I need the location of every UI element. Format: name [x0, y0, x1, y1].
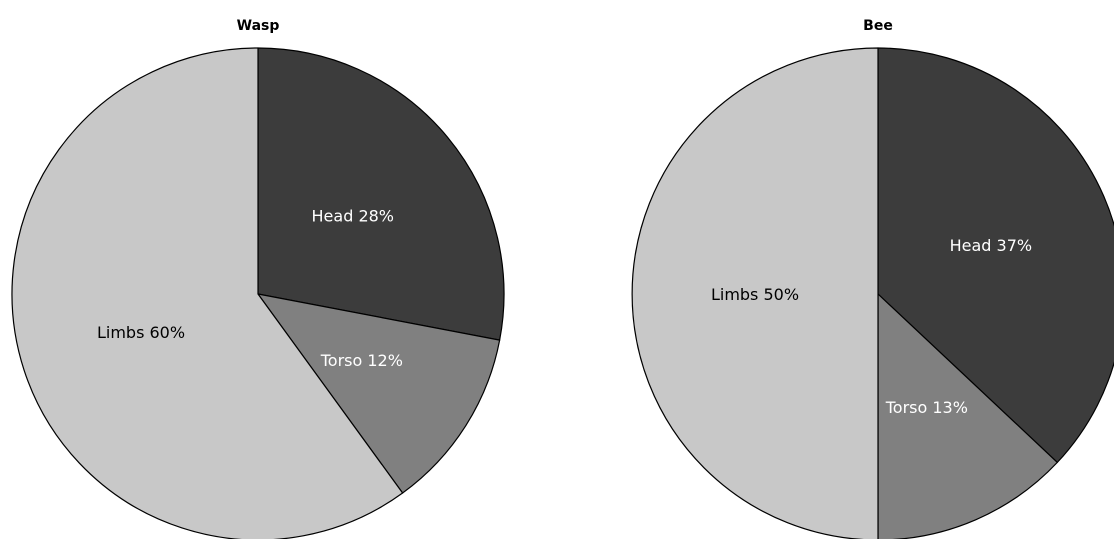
- slice-label-torso: Torso 13%: [885, 398, 968, 417]
- slice-label-torso: Torso 12%: [320, 351, 403, 370]
- slice-label-limbs: Limbs 60%: [97, 323, 185, 342]
- slice-label-head: Head 37%: [950, 236, 1032, 255]
- slice-label-head: Head 28%: [312, 207, 394, 226]
- chart-title: Bee: [863, 18, 893, 34]
- pie-slice-limbs: [631, 47, 879, 539]
- pie-slice-limbs: [11, 47, 404, 539]
- pie-slice-head: [877, 47, 1114, 463]
- pie-slice-torso: [877, 293, 1058, 539]
- pie-chart-wasp: Head 28% Torso 12% Limbs 60% Wasp: [11, 18, 505, 539]
- chart-title: Wasp: [237, 18, 280, 34]
- pie-slice-torso: [257, 293, 501, 494]
- slice-label-limbs: Limbs 50%: [711, 285, 799, 304]
- pie-chart-bee: Head 37% Torso 13% Limbs 50% Bee: [631, 18, 1114, 539]
- pie-slice-head: [257, 47, 505, 341]
